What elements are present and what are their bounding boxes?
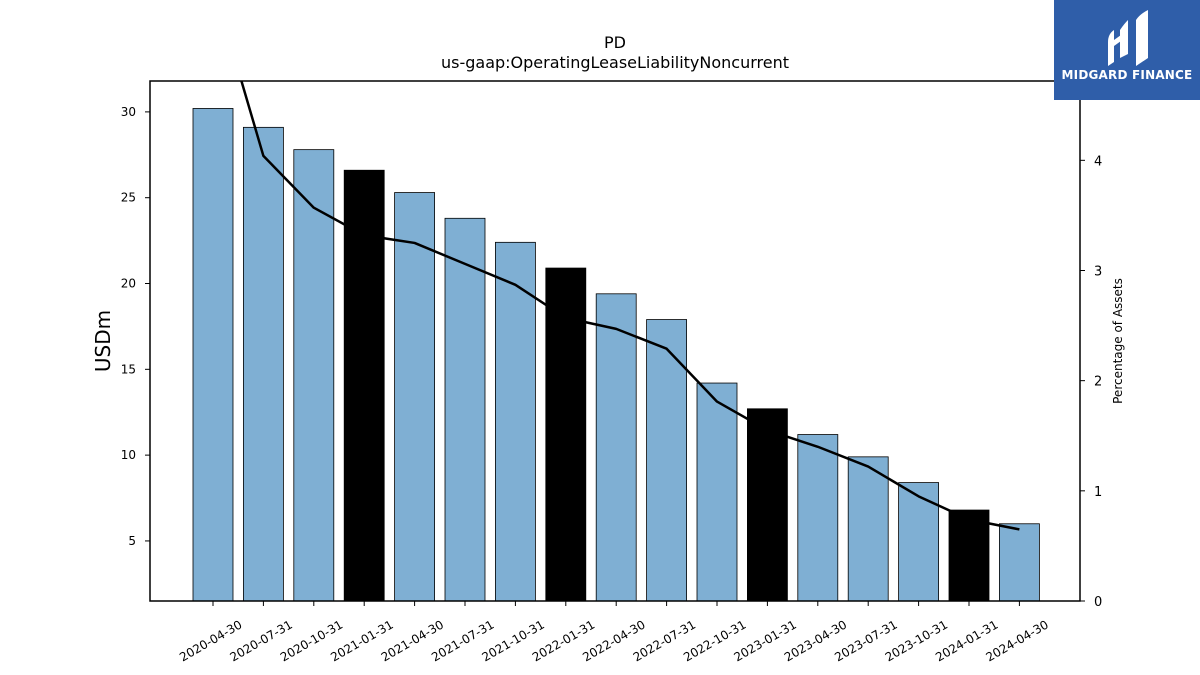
- line-group: [240, 81, 1020, 531]
- bar-2022-10-31: [696, 382, 738, 602]
- y2-tick-label: 1: [1094, 485, 1102, 500]
- y-tick-label: 20: [121, 277, 136, 291]
- bar-2022-04-30: [595, 293, 637, 602]
- chart-subtitle: us-gaap:OperatingLeaseLiabilityNoncurren…: [441, 53, 789, 72]
- y-axis-label: USDm: [91, 310, 115, 372]
- y-tick-label: 25: [121, 191, 136, 205]
- midgard-logo-icon: [1108, 10, 1148, 66]
- brand-name: MIDGARD FINANCE: [1061, 68, 1193, 82]
- x-axis: 2020-04-302020-07-312020-10-312021-01-31…: [177, 601, 1051, 664]
- y2-axis-label: Percentage of Assets: [1111, 278, 1125, 404]
- bar-2020-04-30: [192, 108, 234, 602]
- brand-logo: MIDGARD FINANCE: [1054, 0, 1200, 100]
- y2-tick-label: 3: [1094, 264, 1102, 279]
- y2-tick-label: 4: [1094, 154, 1102, 169]
- y-axis-left: 5 10 15 20 25 30: [121, 105, 150, 548]
- y-tick-label: 5: [128, 534, 136, 548]
- bar-2023-10-31: [898, 482, 939, 602]
- bar-2021-04-30: [394, 192, 436, 602]
- y-axis-right: 0 1 2 3 4: [1080, 154, 1102, 610]
- bar-2023-01-31: [747, 408, 788, 602]
- bar-2023-07-31: [847, 456, 889, 602]
- bar-2020-10-31: [293, 149, 335, 602]
- percentage-line: [240, 81, 1020, 531]
- y2-tick-label: 2: [1094, 375, 1102, 390]
- bar-2022-07-31: [646, 319, 687, 602]
- bar-2022-01-31: [545, 267, 587, 602]
- bar-2021-10-31: [494, 241, 536, 602]
- plot-frame: [149, 80, 1081, 602]
- bar-2021-01-31: [343, 169, 385, 602]
- y2-tick-label: 0: [1094, 595, 1102, 610]
- bar-2024-01-31: [948, 509, 990, 602]
- bar-2021-07-31: [444, 217, 486, 602]
- y-tick-label: 15: [121, 362, 136, 376]
- y-tick-label: 10: [121, 448, 136, 462]
- chart-title: PD: [604, 33, 626, 52]
- bar-2023-04-30: [797, 434, 839, 602]
- bar-group: [192, 108, 1040, 602]
- bar-2020-07-31: [242, 126, 284, 602]
- y-tick-label: 30: [121, 105, 136, 119]
- bar-2024-04-30: [999, 523, 1040, 602]
